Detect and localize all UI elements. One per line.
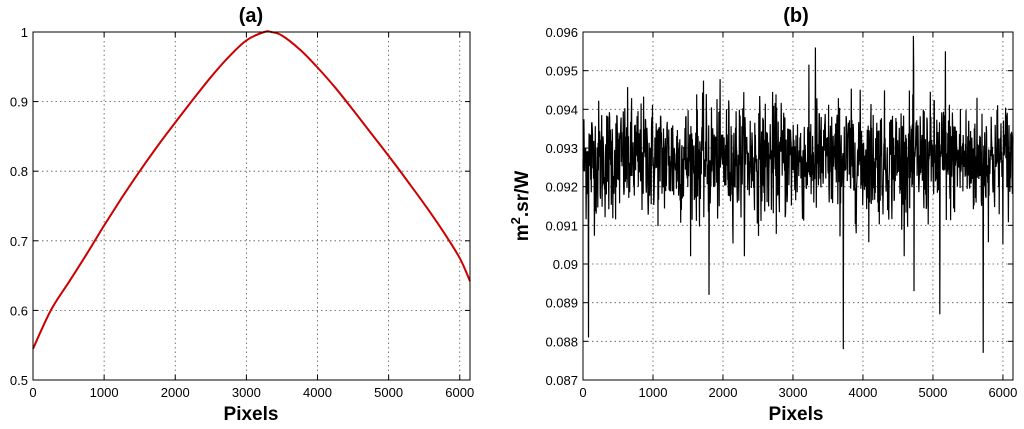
panel-a-x-tick-label: 3000 [232, 385, 261, 400]
panel-a-x-tick-label: 0 [29, 385, 36, 400]
panel-a-y-tick-label: 0.7 [10, 234, 28, 249]
panel-a-y-tick-label: 0.5 [10, 373, 28, 388]
panel-a-y-tick-label: 0.9 [10, 95, 28, 110]
panel-b-y-axis-label-rest: .sr/W [512, 171, 533, 218]
panel-b-y-tick-label: 0.095 [545, 64, 578, 79]
panel-b-x-tick-label: 6000 [988, 385, 1017, 400]
panel-b-y-axis-label-superscript: 2 [508, 217, 523, 224]
panel-b-y-tick-label: 0.088 [545, 334, 578, 349]
panel-b: (b) 0 1000 2000 3000 4000 5000 6000 0.087 0.088… [508, 5, 1017, 425]
panel-a-x-tick-label: 4000 [303, 385, 332, 400]
panel-a-y-tick-labels: 0.5 0.6 0.7 0.8 0.9 1 [10, 25, 28, 388]
panel-b-y-tick-labels: 0.087 0.088 0.089 0.09 0.091 0.092 0.093 0.094 0… [545, 25, 578, 388]
panel-a-y-tick-label: 1 [21, 25, 28, 40]
panel-b-x-tick-label: 2000 [709, 385, 738, 400]
panel-a-series-line [32, 30, 471, 350]
panel-b-y-tick-label: 0.094 [545, 102, 578, 117]
panel-b-y-tick-label: 0.093 [545, 141, 578, 156]
panel-a-y-tick-label: 0.6 [10, 303, 28, 318]
panel-a-grid [33, 32, 470, 380]
panel-a-x-tick-label: 1000 [90, 385, 119, 400]
panel-b-x-axis-label: Pixels [769, 404, 824, 425]
panel-b-x-tick-label: 4000 [848, 385, 877, 400]
panel-b-y-tick-label: 0.09 [553, 257, 578, 272]
panel-a-title: (a) [239, 5, 263, 27]
panel-a-x-tick-label: 6000 [445, 385, 474, 400]
panel-b-y-tick-label: 0.087 [545, 373, 578, 388]
panel-b-y-tick-label: 0.091 [545, 218, 578, 233]
panel-a-ticks [32, 31, 470, 381]
panel-a-x-tick-label: 2000 [161, 385, 190, 400]
panel-b-title: (b) [783, 5, 809, 27]
panel-a: (a) 0 1000 2000 3000 4000 5000 6000 0.50.60.70… [10, 5, 474, 425]
panel-a-y-tick-label: 0.8 [10, 164, 28, 179]
panel-b-series-line [582, 35, 1014, 353]
panel-b-y-tick-label: 0.096 [545, 25, 578, 40]
panel-b-y-tick-label: 0.089 [545, 296, 578, 311]
panel-b-x-tick-label: 3000 [779, 385, 808, 400]
panel-b-axes-box [582, 31, 1014, 381]
panel-b-y-axis-label-base: m [512, 224, 533, 241]
panel-a-x-tick-label: 5000 [374, 385, 403, 400]
panel-a-axes-box [32, 31, 471, 381]
panel-b-x-tick-label: 0 [579, 385, 586, 400]
panel-b-x-tick-label: 5000 [918, 385, 947, 400]
panel-b-y-axis-label: m2.sr/W [508, 171, 533, 242]
panel-b-x-tick-label: 1000 [639, 385, 668, 400]
panel-a-x-tick-labels: 0 1000 2000 3000 4000 5000 6000 [29, 385, 474, 400]
panel-b-x-tick-labels: 0 1000 2000 3000 4000 5000 6000 [579, 385, 1017, 400]
panel-b-y-tick-label: 0.092 [545, 180, 578, 195]
panel-a-x-axis-label: Pixels [224, 404, 279, 425]
